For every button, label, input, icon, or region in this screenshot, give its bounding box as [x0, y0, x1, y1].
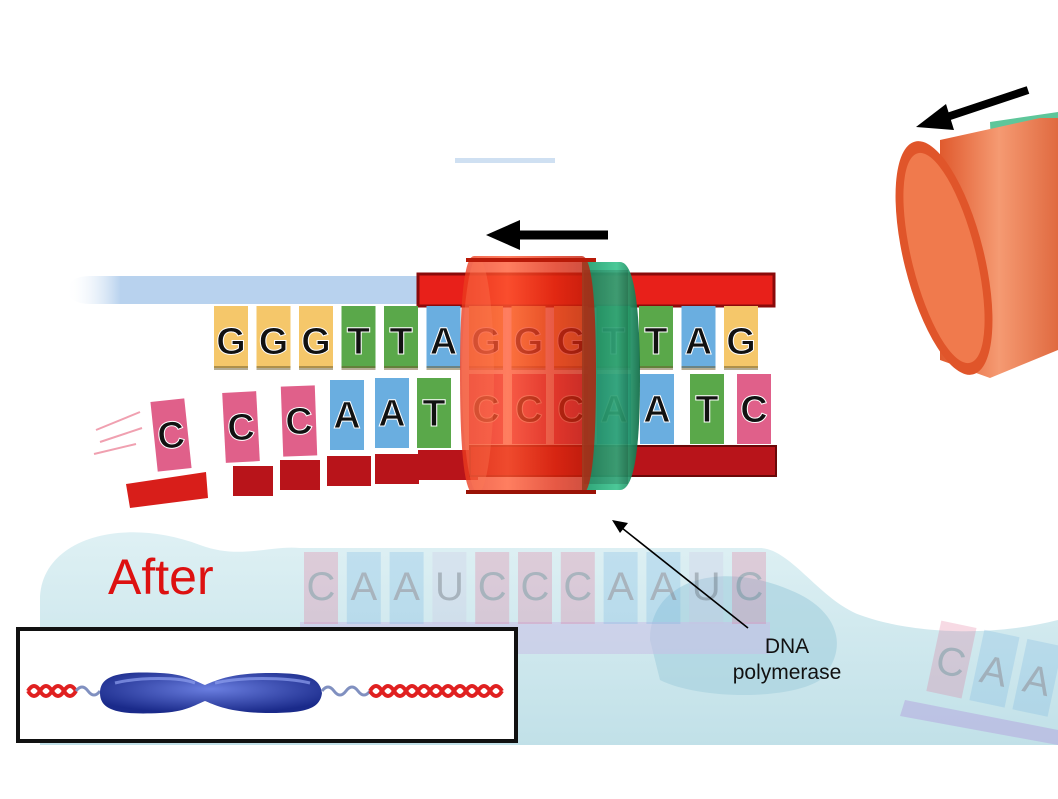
rna-base: C: [732, 552, 766, 624]
bottom-base-letter: C: [285, 401, 314, 444]
top-base-letter: A: [430, 321, 457, 363]
top-base: G: [256, 306, 291, 370]
top-base: G: [724, 306, 758, 370]
right-telomere-helix: [320, 684, 504, 698]
top-base-letter: T: [347, 321, 370, 363]
callout-line-2: polymerase: [732, 661, 842, 684]
bottom-base: A: [375, 378, 409, 448]
rna-base: A: [646, 552, 681, 624]
bottom-base-letter: A: [378, 393, 405, 435]
bottom-base: C: [280, 385, 318, 457]
after-label: After: [108, 549, 214, 605]
rna-base-letter: C: [521, 565, 550, 609]
bottom-base-letter: C: [226, 406, 256, 449]
rna-base-letter: C: [478, 565, 507, 609]
top-base-letter: G: [301, 321, 331, 363]
rna-base: U: [689, 552, 724, 624]
direction-arrow-center: [486, 220, 608, 250]
rna-base-letter: A: [393, 565, 420, 609]
rna-base: C: [518, 552, 552, 624]
top-base-letter: G: [726, 321, 756, 363]
parental-strand-top: [66, 276, 430, 304]
rna-base-letter: C: [735, 565, 764, 609]
rna-base: A: [603, 552, 638, 624]
corner-rna-backing: [900, 700, 1058, 745]
chromosome-body: [100, 672, 322, 714]
bottom-base: C: [737, 374, 771, 444]
rna-base-letter: C: [307, 565, 336, 609]
top-base-letter: G: [259, 321, 289, 363]
faint-strand-line: [455, 158, 555, 163]
rna-base: U: [432, 552, 467, 624]
bottom-base: T: [417, 378, 451, 448]
top-base: T: [341, 306, 376, 370]
corner-base: A: [1012, 638, 1058, 717]
dna-polymerase-enzyme: [460, 256, 640, 494]
rna-base-letter: A: [607, 565, 634, 609]
bottom-base: A: [640, 374, 674, 444]
bottom-base-letter: C: [155, 414, 187, 459]
rna-base: C: [560, 552, 595, 624]
top-base: G: [299, 306, 333, 370]
top-base: A: [681, 306, 716, 370]
chromosome-inset: [16, 627, 518, 743]
callout-line-1: DNA: [764, 635, 810, 658]
bottom-base: A: [330, 380, 364, 450]
rna-base: A: [389, 552, 424, 624]
top-base-letter: T: [644, 321, 667, 363]
bottom-base-letter: T: [695, 389, 718, 431]
rna-base-letter: U: [435, 565, 464, 609]
rna-base: C: [304, 552, 338, 624]
telomerase-cylinder-right: [895, 112, 1058, 378]
bottom-base: T: [690, 374, 724, 444]
corner-base: C: [926, 620, 977, 699]
rna-base-letter: A: [650, 565, 677, 609]
top-base: G: [214, 306, 248, 370]
top-base-letter: T: [389, 321, 412, 363]
dna-polymerase-callout: DNA polymerase: [712, 634, 862, 686]
bottom-base-letter: A: [643, 389, 670, 431]
left-telomere-helix: [26, 684, 102, 698]
top-base: A: [426, 306, 461, 370]
corner-base: A: [969, 629, 1020, 708]
chromosome-inset-svg: [26, 672, 504, 714]
motion-streaks: [93, 411, 143, 455]
top-base: T: [384, 306, 418, 370]
rna-base-letter: C: [563, 565, 592, 609]
direction-arrow-right: [916, 86, 1030, 130]
bottom-base-letter: A: [333, 395, 360, 437]
rna-base: C: [475, 552, 510, 624]
bottom-base: C: [150, 398, 192, 472]
top-base: T: [639, 306, 673, 370]
bottom-backbone: [126, 445, 777, 508]
rna-base: A: [346, 552, 381, 624]
callout-arrow: [612, 520, 749, 629]
top-base-letter: A: [685, 321, 712, 363]
bottom-base-letter: T: [422, 393, 445, 435]
top-base-letter: G: [216, 321, 246, 363]
bottom-base: C: [222, 391, 260, 463]
bottom-base-letter: C: [740, 389, 767, 431]
rna-base-letter: A: [350, 565, 377, 609]
